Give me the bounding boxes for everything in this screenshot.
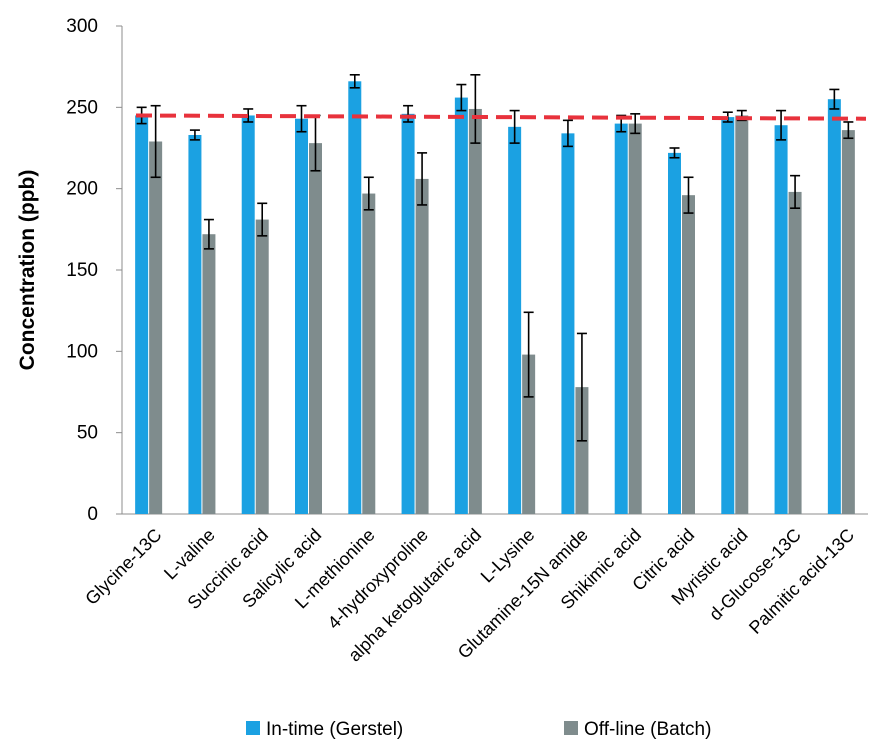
y-tick-label: 250 (66, 97, 98, 118)
bar-off-line (575, 387, 589, 514)
bar-in-time (721, 117, 735, 515)
bar-off-line (628, 123, 642, 514)
y-tick-label: 150 (66, 260, 98, 281)
y-tick-label: 100 (66, 341, 98, 362)
legend-label: In-time (Gerstel) (266, 719, 403, 740)
bar-in-time (188, 134, 202, 514)
y-tick-label: 200 (66, 179, 98, 200)
bar-in-time (401, 113, 415, 514)
legend-label: Off-line (Batch) (584, 719, 711, 740)
y-axis: 0 50 100 150 200 250 300 (66, 16, 868, 525)
bar-in-time (454, 97, 468, 514)
bar-in-time (135, 115, 149, 514)
bar-off-line (841, 130, 855, 514)
bar-in-time (827, 99, 841, 514)
bar-in-time (508, 126, 522, 514)
bar-off-line (735, 115, 749, 514)
bar-off-line (149, 141, 163, 514)
bar-off-line (309, 143, 322, 514)
x-tick-label: d-Glucose-13C (705, 525, 805, 625)
bar-off-line (255, 219, 269, 514)
bar-off-line (362, 193, 376, 514)
y-tick-label: 300 (66, 16, 98, 37)
legend-swatch (246, 721, 260, 735)
x-tick-label: Glycine-13C (81, 525, 165, 609)
legend: In-time (Gerstel) Off-line (Batch) (246, 719, 711, 740)
bars (135, 81, 855, 515)
bar-off-line (682, 195, 695, 514)
reference-line-group (135, 113, 867, 121)
bar-off-line (415, 178, 429, 514)
bar-in-time (668, 152, 681, 514)
bar-off-line (522, 354, 536, 514)
y-tick-label: 50 (77, 423, 98, 444)
bar-off-line (468, 108, 482, 515)
bar-off-line (788, 191, 802, 515)
bar-in-time (348, 81, 362, 514)
legend-swatch (564, 721, 578, 735)
bar-in-time (561, 133, 575, 515)
bar-in-time (295, 118, 308, 514)
bar-in-time (241, 115, 255, 514)
error-bars (136, 74, 854, 442)
bar-in-time (614, 123, 628, 514)
y-tick-label: 0 (87, 504, 98, 525)
y-axis-title: Concentration (ppb) (16, 170, 39, 371)
bar-off-line (202, 234, 216, 515)
reference-line (135, 113, 867, 121)
bar-in-time (774, 125, 788, 514)
